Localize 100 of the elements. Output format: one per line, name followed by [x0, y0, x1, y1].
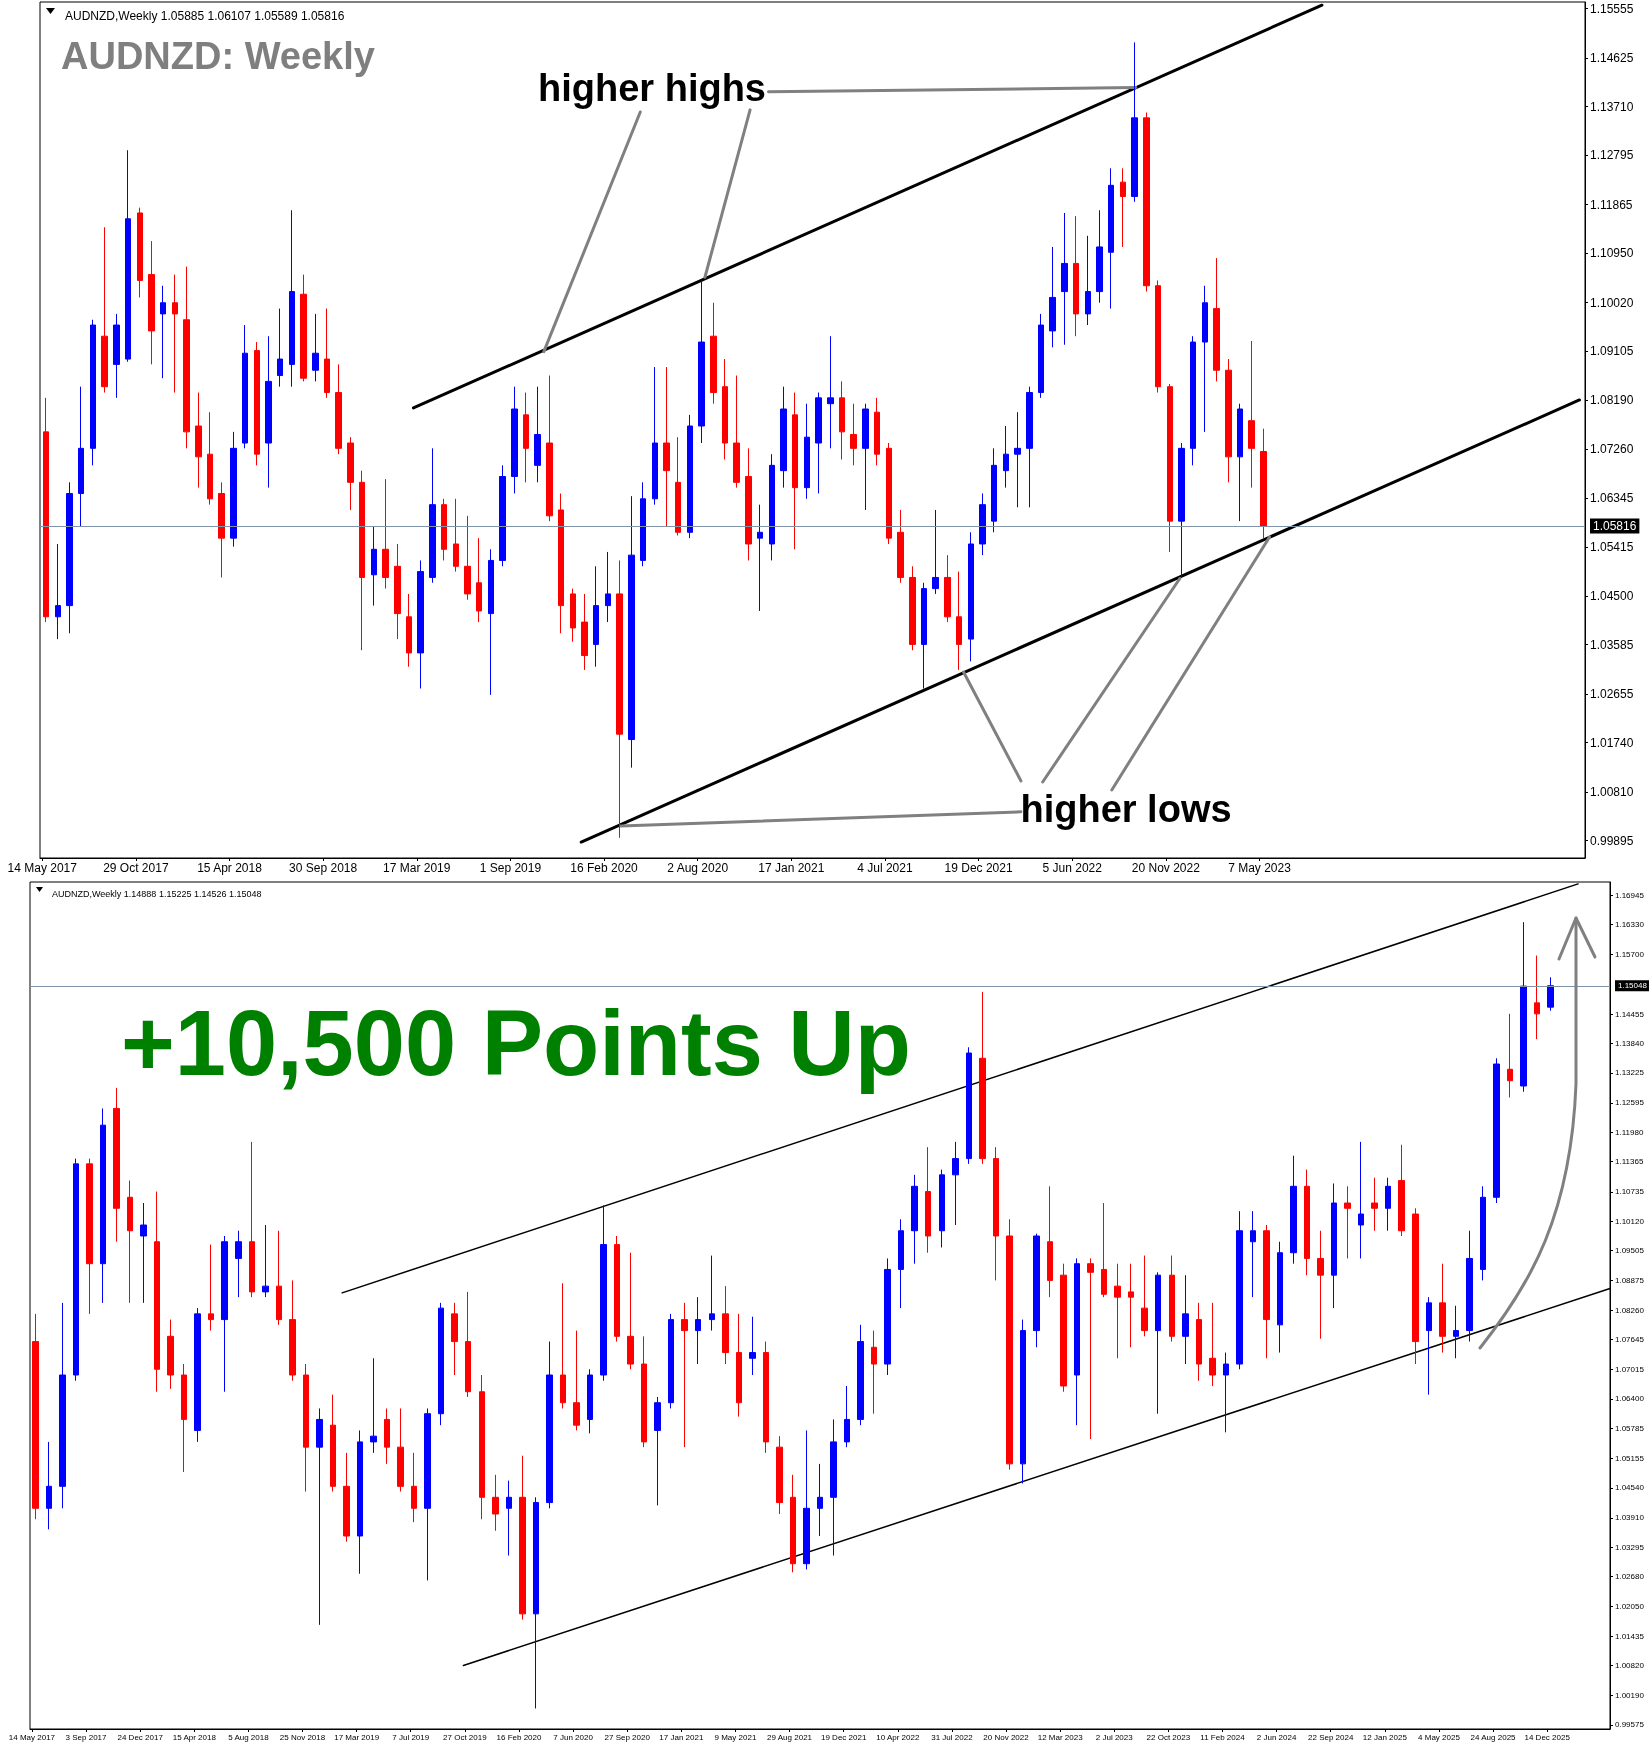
y-tick-label: 1.02655 — [1590, 687, 1634, 702]
y-tick-label: 1.06345 — [1590, 491, 1634, 506]
y-tick-label: 1.10950 — [1590, 246, 1634, 261]
candlestick — [1260, 428, 1267, 539]
candlestick — [78, 386, 84, 528]
candlestick — [850, 403, 857, 466]
x-tick-label: 15 Apr 2018 — [197, 861, 263, 875]
x-tick-label: 7 Jul 2019 — [392, 1732, 430, 1742]
candlestick — [300, 274, 307, 382]
candlestick — [1263, 1224, 1270, 1359]
candlestick — [194, 1307, 201, 1443]
candlestick — [1358, 1141, 1364, 1259]
candlestick — [803, 1429, 810, 1570]
candlestick — [757, 504, 763, 612]
x-tick-label: 5 Jun 2022 — [1042, 861, 1103, 875]
candlestick — [1085, 235, 1091, 326]
candlestick — [1209, 1302, 1216, 1387]
x-tick-label: 2 Jun 2024 — [1256, 1732, 1297, 1742]
candlestick — [324, 308, 330, 399]
y-tick-label: 1.10120 — [1615, 1216, 1645, 1226]
candlestick — [749, 1316, 756, 1376]
candlestick — [1371, 1177, 1378, 1232]
y-tick-label: 0.99895 — [1590, 833, 1634, 848]
candlestick — [792, 392, 798, 550]
candlestick — [160, 285, 166, 379]
candlestick — [1060, 1263, 1067, 1393]
candlestick — [1196, 1302, 1202, 1382]
candlestick — [668, 1313, 674, 1409]
candlestick — [1143, 112, 1150, 293]
candlestick — [733, 375, 740, 489]
candlestick — [127, 1180, 133, 1304]
candlestick — [453, 498, 459, 573]
candlestick — [384, 1407, 390, 1465]
y-tick-label: 1.05785 — [1615, 1423, 1645, 1433]
x-tick-label: 5 Aug 2018 — [228, 1732, 270, 1742]
candlestick — [968, 531, 974, 662]
candlestick — [370, 1357, 377, 1454]
candlestick — [511, 386, 518, 494]
candlestick — [1317, 1230, 1324, 1340]
candlestick — [464, 515, 471, 601]
y-tick-label: 1.11980 — [1615, 1127, 1644, 1137]
y-tick-label: 1.13840 — [1615, 1038, 1645, 1048]
candlestick — [1398, 1144, 1405, 1237]
candlestick — [736, 1313, 742, 1418]
x-tick-label: 27 Oct 2019 — [443, 1732, 488, 1742]
candlestick — [911, 1174, 918, 1265]
candlestick — [979, 991, 986, 1165]
candlestick — [1155, 279, 1161, 394]
candlestick — [411, 1452, 417, 1523]
candlestick — [763, 1341, 769, 1454]
x-tick-label: 30 Sep 2018 — [289, 861, 358, 875]
candlestick — [769, 453, 775, 561]
candlestick — [698, 279, 705, 444]
y-tick-label: 1.08260 — [1615, 1305, 1645, 1315]
candlestick — [817, 1463, 823, 1537]
candlestick — [1237, 403, 1243, 522]
candlestick — [993, 1146, 999, 1281]
y-tick-label: 1.05155 — [1615, 1453, 1645, 1463]
candlestick — [343, 1452, 350, 1543]
candlestick — [593, 565, 599, 668]
candlestick — [1167, 383, 1173, 553]
candlestick — [357, 1429, 363, 1575]
x-tick-label: 14 May 2017 — [8, 1732, 56, 1742]
candlestick — [488, 548, 494, 696]
x-tick-label: 17 Jan 2021 — [758, 861, 825, 875]
candlestick — [1020, 1319, 1026, 1484]
candlestick — [167, 1319, 174, 1390]
candlestick — [857, 1324, 864, 1426]
candlestick — [101, 226, 108, 394]
x-tick-label: 17 Mar 2019 — [334, 1732, 380, 1742]
candlestick — [1087, 1257, 1094, 1440]
candlestick — [1014, 411, 1021, 508]
candlestick — [140, 1202, 147, 1304]
candlestick — [359, 470, 365, 651]
candlestick — [1248, 340, 1255, 489]
y-tick-label: 1.07260 — [1590, 442, 1634, 457]
candlestick — [1003, 425, 1009, 489]
candlestick — [956, 571, 962, 671]
candlestick — [417, 559, 424, 689]
x-tick-label: 12 Mar 2023 — [1037, 1732, 1084, 1742]
candlestick — [1426, 1296, 1432, 1396]
y-tick-label: 1.01740 — [1590, 735, 1634, 750]
candlestick — [1304, 1169, 1310, 1276]
y-tick-label: 1.10020 — [1590, 295, 1634, 310]
candlestick — [1439, 1263, 1446, 1354]
candlestick — [172, 274, 178, 394]
text: AUDNZD,Weekly 1.14888 1.15225 1.14526 1.15048 — [52, 888, 262, 899]
candlestick — [844, 1385, 850, 1448]
candlestick — [289, 1279, 296, 1382]
x-tick-label: 16 Feb 2020 — [496, 1732, 542, 1742]
candlestick — [581, 593, 588, 671]
candlestick — [1547, 976, 1554, 1012]
y-tick-label: 1.04540 — [1615, 1483, 1645, 1493]
candlestick — [839, 380, 845, 460]
candlestick — [722, 1285, 729, 1365]
candlestick — [1073, 215, 1079, 337]
annotation: higher lows — [1020, 788, 1232, 830]
candlestick — [573, 1330, 580, 1431]
y-tick-label: 1.00810 — [1590, 785, 1634, 800]
candlestick — [628, 495, 635, 769]
